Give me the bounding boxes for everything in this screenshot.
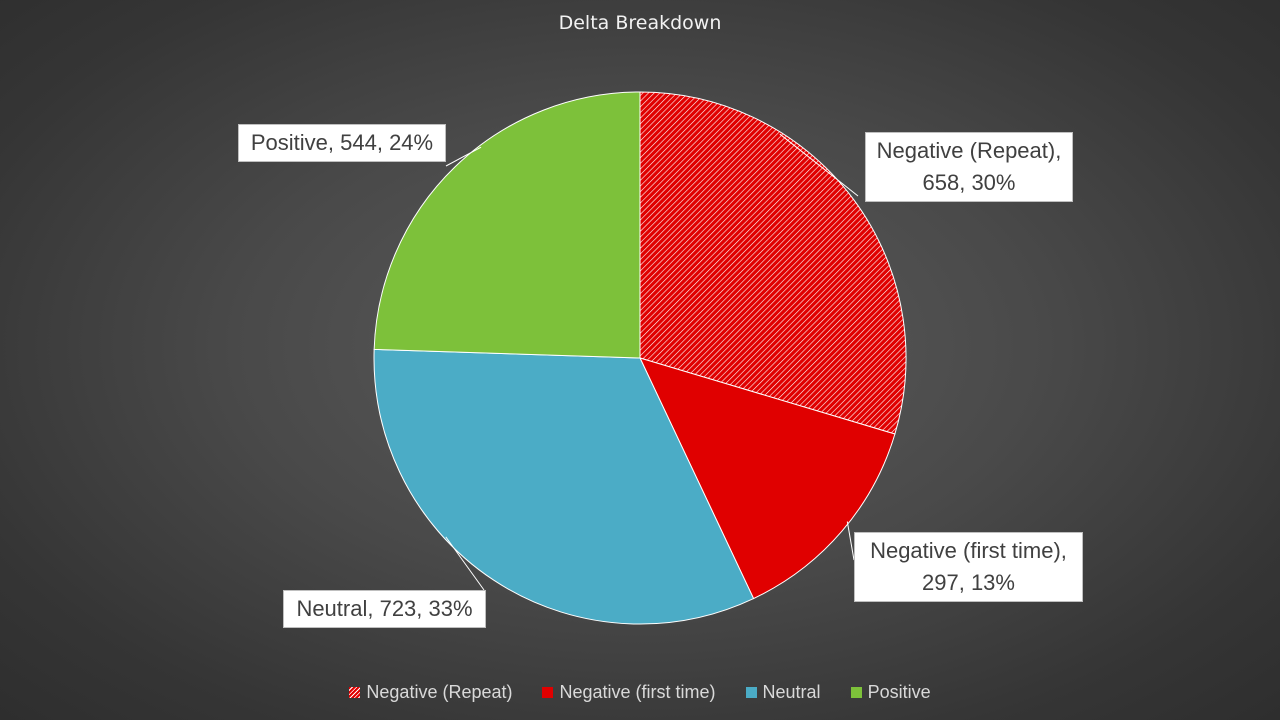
leader-line-negative-repeat: [779, 133, 859, 197]
legend-item-neutral: Neutral: [745, 682, 821, 703]
data-label-line: 658, 30%: [922, 170, 1016, 195]
data-label-line: Negative (Repeat),: [876, 138, 1062, 163]
chart-title: Delta Breakdown: [558, 12, 722, 34]
legend-label: Positive: [867, 682, 931, 702]
leader-line-negative-first-time: [846, 521, 855, 561]
legend-label: Negative (Repeat): [366, 682, 513, 702]
legend-item-negative-repeat: Negative (Repeat): [349, 682, 512, 703]
leader-line-positive: [445, 146, 482, 167]
pie-slice-negative-repeat: [639, 91, 907, 435]
legend-label: Neutral: [762, 682, 821, 702]
pie-slice-neutral: [373, 348, 755, 625]
data-label-line: 297, 13%: [922, 570, 1015, 595]
legend-swatch: [349, 687, 361, 698]
data-label-neutral: Neutral, 723, 33%: [283, 590, 486, 628]
leader-line-neutral: [445, 536, 485, 591]
leader-lines: [445, 133, 859, 591]
pie-slices: [373, 91, 907, 625]
chart-legend: Negative (Repeat) Negative (first time) …: [0, 682, 1280, 703]
legend-label: Negative (first time): [559, 682, 716, 702]
legend-swatch: [542, 687, 554, 698]
legend-swatch: [745, 687, 757, 698]
data-label-negative-first-time: Negative (first time), 297, 13%: [854, 532, 1083, 602]
legend-item-positive: Positive: [850, 682, 931, 703]
data-label-line: Neutral, 723, 33%: [296, 596, 473, 621]
legend-item-negative-first-time: Negative (first time): [542, 682, 716, 703]
data-label-negative-repeat: Negative (Repeat), 658, 30%: [865, 132, 1073, 202]
data-label-line: Negative (first time),: [870, 538, 1067, 563]
data-label-positive: Positive, 544, 24%: [238, 124, 446, 162]
pie-slice-positive: [373, 91, 641, 359]
pie-slice-negative-first-time: [639, 357, 896, 600]
data-label-line: Positive, 544, 24%: [250, 130, 434, 155]
legend-swatch: [850, 687, 862, 698]
